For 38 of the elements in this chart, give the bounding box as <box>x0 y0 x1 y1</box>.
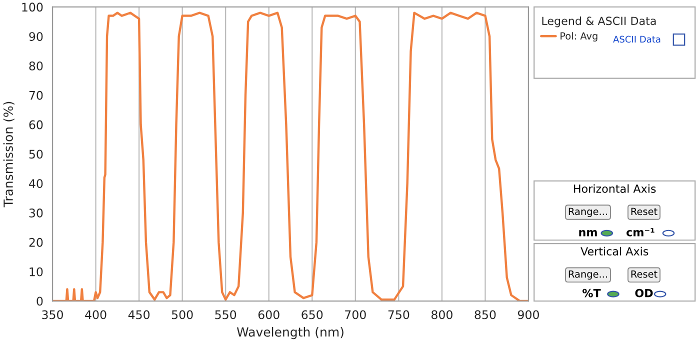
x-tick-label: 600 <box>258 310 280 320</box>
x-tick-label: 650 <box>302 310 323 320</box>
x-tick-label: 400 <box>85 310 106 320</box>
text: Vertical Axis <box>580 246 648 256</box>
y-tick-label: 100 <box>22 2 43 12</box>
text: Reset <box>631 270 658 278</box>
y-tick-label: 40 <box>29 179 43 188</box>
x-tick-label: 850 <box>474 310 496 320</box>
x-tick-label: 800 <box>431 310 452 320</box>
legend-title: Legend & ASCII Data <box>542 16 656 28</box>
y-tick-label: 0 <box>36 296 43 306</box>
x-axis-title: Wavelength (nm) <box>236 327 344 340</box>
text: Range... <box>568 208 607 217</box>
x-tick-label: 500 <box>172 310 193 320</box>
x-tick-label: 350 <box>42 310 63 320</box>
y-tick-label: 70 <box>29 90 43 100</box>
text: Range... <box>568 270 607 280</box>
y-tick-label: 50 <box>29 150 43 159</box>
x-tick-label: 450 <box>128 310 150 320</box>
y-tick-label: 10 <box>30 267 43 276</box>
text: nm <box>579 230 597 236</box>
x-tick-label: 750 <box>388 310 410 320</box>
text: ASCII Data <box>613 36 660 43</box>
y-tick-label: 30 <box>29 208 43 218</box>
y-tick-label: 20 <box>29 238 43 247</box>
x-tick-label: 550 <box>215 310 236 320</box>
legend-label: Pol: Avg <box>560 32 598 42</box>
x-tick-label: 900 <box>518 310 539 320</box>
text: OD <box>635 288 653 298</box>
y-tick-label: 90 <box>29 32 43 42</box>
text: Reset <box>631 208 658 216</box>
text: cm⁻¹ <box>626 228 654 236</box>
x-tick-label: 700 <box>345 310 366 320</box>
y-tick-label: 80 <box>29 61 43 70</box>
y-tick-label: 60 <box>29 120 43 130</box>
text: Horizontal Axis <box>574 184 656 193</box>
y-axis-title: Transmission (%) <box>3 102 14 208</box>
text: %T <box>582 288 601 298</box>
